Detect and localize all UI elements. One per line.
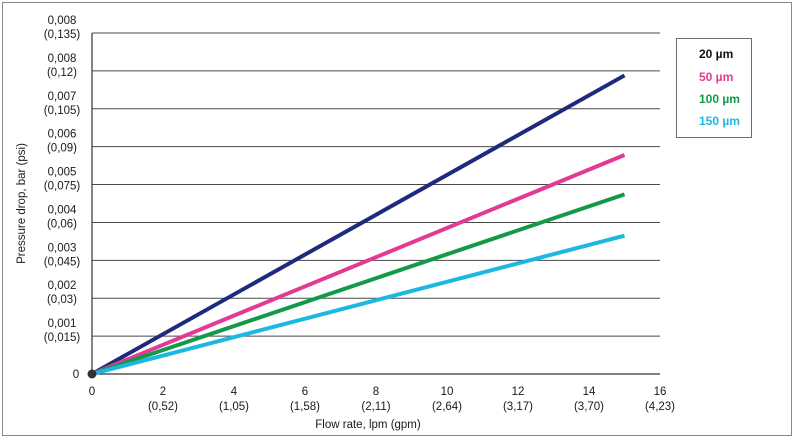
origin-point <box>87 369 97 379</box>
x-tick-label: 10 <box>441 386 454 398</box>
series-line <box>91 73 626 376</box>
y-tick-sublabel: (0,03) <box>47 294 77 306</box>
y-tick-label: 0,006 <box>48 129 77 141</box>
y-tick-sublabel: (0,06) <box>47 218 77 230</box>
x-tick-label: 2 <box>160 386 166 398</box>
y-tick-sublabel: (0,075) <box>44 181 81 193</box>
x-tick-sublabel: (3,70) <box>574 401 604 413</box>
y-tick-sublabel: (0,09) <box>47 143 77 155</box>
x-tick-sublabel: (1,05) <box>219 401 249 413</box>
y-tick-sublabel: (0,105) <box>44 105 81 117</box>
x-tick-label: 14 <box>583 386 596 398</box>
chart-svg: 0 0,001 (0,015) 0,002 (0,03) 0,003 (0,045) 0,00… <box>16 15 675 431</box>
y-tick-sublabel: (0,12) <box>47 67 77 79</box>
y-tick-label: 0,005 <box>48 167 77 179</box>
y-tick-label: 0,007 <box>48 91 77 103</box>
x-tick-sublabel: (0,52) <box>148 401 178 413</box>
x-tick-sublabel: (1,58) <box>290 401 320 413</box>
x-tick-sublabel: (2,64) <box>432 401 462 413</box>
y-tick-label: 0,002 <box>48 280 77 292</box>
y-tick-sublabel: (0,015) <box>44 332 81 344</box>
y-tick-label: 0,008 <box>48 15 77 27</box>
x-axis-title: Flow rate, lpm (gpm) <box>315 419 421 431</box>
x-tick-label: 12 <box>512 386 525 398</box>
series-line <box>91 153 626 376</box>
y-tick-sublabel: (0,135) <box>44 29 81 41</box>
legend-item: 20 µm <box>699 47 734 61</box>
y-axis-title: Pressure drop, bar (psi) <box>16 143 28 264</box>
x-tick-label: 4 <box>231 386 238 398</box>
legend-item: 100 µm <box>699 92 740 106</box>
legend-item: 50 µm <box>699 70 734 84</box>
y-tick-sublabel: (0,045) <box>44 256 81 268</box>
x-tick-label: 8 <box>373 386 379 398</box>
y-tick-label: 0,004 <box>48 204 77 216</box>
y-tick-label: 0,001 <box>48 318 77 330</box>
y-tick-label: 0,008 <box>48 53 77 65</box>
x-tick-label: 6 <box>302 386 308 398</box>
y-tick-label: 0 <box>73 369 79 381</box>
legend-item: 150 µm <box>699 114 740 128</box>
chart-frame: 0 0,001 (0,015) 0,002 (0,03) 0,003 (0,045) 0,00… <box>2 2 792 436</box>
series-line <box>91 233 626 376</box>
x-tick-sublabel: (3,17) <box>503 401 533 413</box>
x-tick-label: 16 <box>654 386 667 398</box>
x-tick-sublabel: (4,23) <box>645 401 675 413</box>
x-tick-sublabel: (2,11) <box>361 401 390 413</box>
series-line <box>91 192 626 376</box>
chart-legend: 20 µm 50 µm 100 µm 150 µm <box>676 38 752 138</box>
y-tick-label: 0,003 <box>48 242 77 254</box>
x-tick-label: 0 <box>89 386 95 398</box>
